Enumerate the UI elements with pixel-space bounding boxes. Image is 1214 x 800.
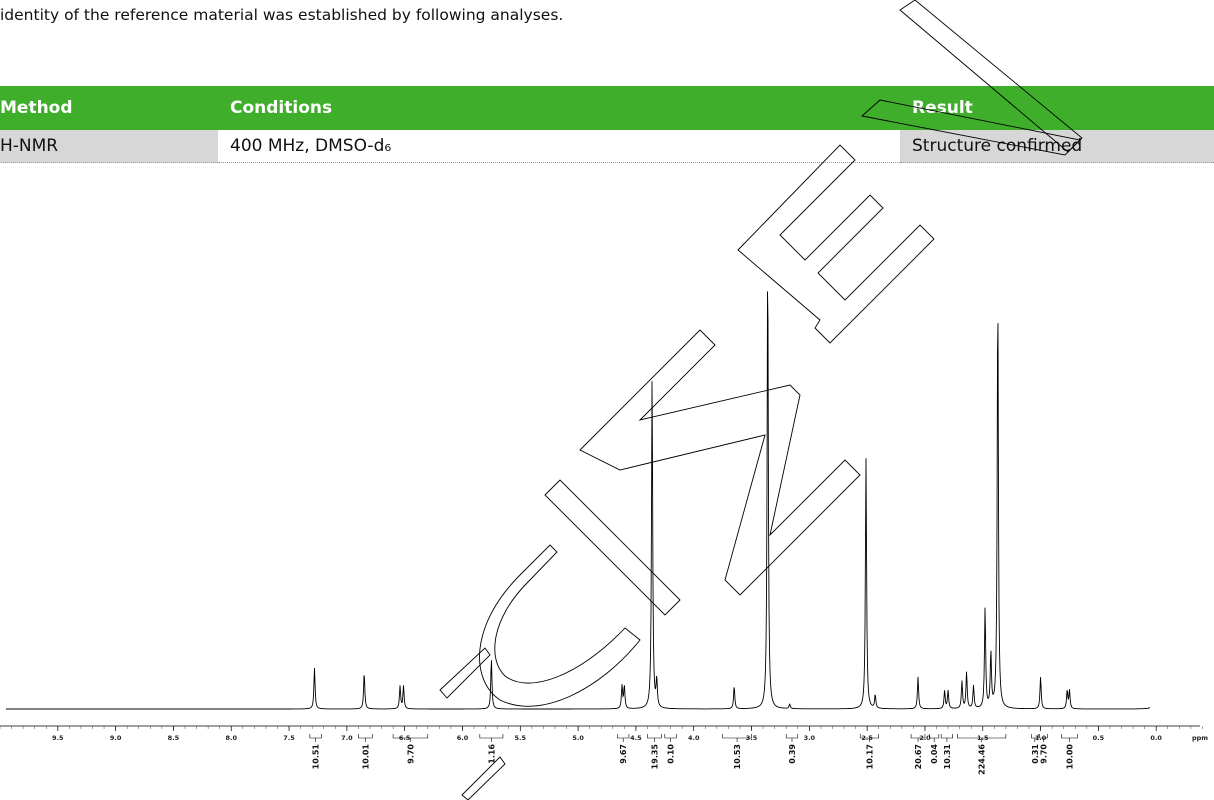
- watermark-letter-i: [899, 0, 1083, 153]
- watermark-stroke: [439, 647, 491, 699]
- x-axis-label: ppm: [1192, 734, 1208, 742]
- integral-label: 0.39: [788, 744, 797, 764]
- tick-label: 5.0: [572, 734, 584, 742]
- integral-label: 10.53: [733, 744, 742, 769]
- integral-label: 10.51: [312, 744, 321, 770]
- tick-label: 4.5: [630, 734, 642, 742]
- integral-label: 0.04: [930, 744, 939, 764]
- integral-bracket: [940, 734, 954, 739]
- integral-label: 9.67: [619, 744, 628, 764]
- tick-label: 8.0: [225, 734, 237, 742]
- integral-bracket: [479, 734, 504, 739]
- header-result: Result: [900, 86, 1214, 130]
- tick-label: 7.0: [341, 734, 353, 742]
- integral-bracket: [647, 734, 662, 739]
- table-header-row: Method Conditions Result: [0, 86, 1214, 130]
- watermark-letter-i: [861, 99, 1081, 156]
- tick-label: 5.5: [515, 734, 527, 742]
- integral-bracket: [929, 734, 940, 739]
- intro-text: identity of the reference material was e…: [0, 6, 564, 24]
- integral-label: 10.00: [1065, 744, 1074, 770]
- tick-label: 8.5: [168, 734, 180, 742]
- tick-label: 9.0: [110, 734, 122, 742]
- integral-label: 224.46: [978, 744, 987, 775]
- integral-label: 0.10: [667, 744, 676, 764]
- tick-label: 0.0: [1150, 734, 1162, 742]
- integral-bracket: [1061, 734, 1078, 739]
- spectrum-trace: [6, 291, 1151, 710]
- watermark-stroke: [461, 756, 506, 800]
- integral-label: 0.31: [1031, 744, 1040, 764]
- cell-result: Structure confirmed: [900, 130, 1214, 163]
- integral-bracket: [358, 734, 373, 739]
- integral-label: 19.35: [650, 744, 659, 770]
- integral-bracket: [785, 734, 799, 739]
- integral-label: 1.16: [487, 744, 496, 764]
- header-conditions: Conditions: [218, 86, 900, 130]
- integral-bracket: [309, 734, 322, 739]
- integral-bracket: [617, 734, 630, 739]
- integral-label: 10.17: [865, 744, 874, 769]
- watermark-letter-e: [737, 144, 935, 344]
- integral-label: 10.01: [361, 744, 370, 770]
- tick-label: 0.5: [1093, 734, 1105, 742]
- tick-label: 3.0: [804, 734, 816, 742]
- watermark-letter-m: [579, 329, 861, 596]
- tick-label: 4.0: [688, 734, 700, 742]
- cell-conditions: 400 MHz, DMSO-d₆: [218, 130, 900, 163]
- tick-label: 6.0: [457, 734, 469, 742]
- cell-method: H-NMR: [0, 130, 218, 163]
- watermark-letter-c: [479, 544, 641, 707]
- tick-label: 9.5: [52, 734, 64, 742]
- integral-label: 10.31: [943, 744, 952, 770]
- watermark-outline: [439, 0, 1083, 800]
- integral-label: 9.70: [406, 744, 415, 764]
- integral-label: 9.70: [1039, 744, 1048, 764]
- integral-label: 20.67: [914, 744, 923, 769]
- watermark-letter-i: [544, 479, 681, 616]
- tick-label: 7.5: [283, 734, 295, 742]
- integral-bracket: [664, 734, 677, 739]
- table-row: H-NMR 400 MHz, DMSO-d₆ Structure confirm…: [0, 130, 1214, 163]
- analysis-table: Method Conditions Result H-NMR 400 MHz, …: [0, 86, 1214, 163]
- header-method: Method: [0, 86, 218, 130]
